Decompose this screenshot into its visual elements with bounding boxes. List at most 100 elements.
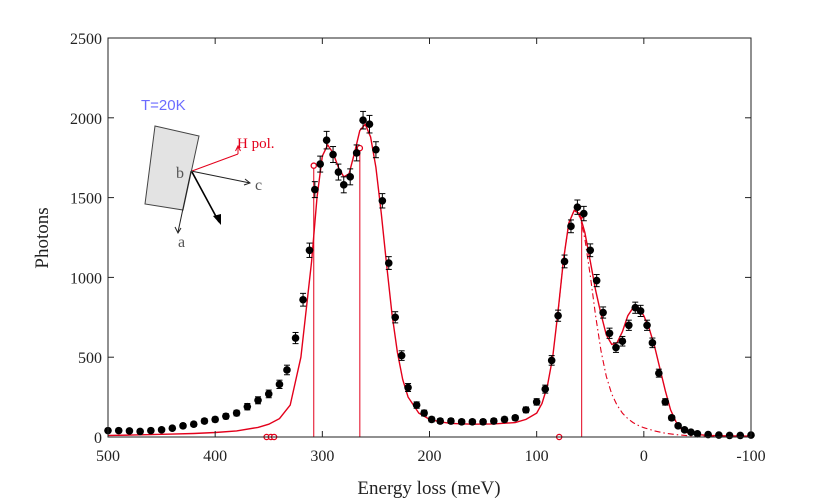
data-point: [674, 422, 682, 430]
data-point: [420, 409, 428, 417]
data-point: [243, 402, 252, 411]
x-tick-label: 300: [310, 448, 334, 465]
data-point: [200, 417, 209, 425]
x-tick-label: 100: [525, 448, 549, 465]
data-point: [680, 426, 689, 434]
data-point: [378, 196, 387, 205]
data-point: [457, 418, 466, 426]
data-point: [661, 398, 670, 406]
data-point: [667, 414, 676, 422]
data-point: [211, 415, 219, 424]
data-point: [125, 427, 134, 435]
data-point: [625, 321, 633, 330]
data-point: [179, 422, 187, 430]
data-point: [586, 246, 595, 255]
axis-c-arrowhead: [243, 178, 252, 186]
data-point: [447, 417, 455, 425]
data-point: [254, 396, 262, 405]
data-point: [114, 426, 123, 435]
data-point: [147, 426, 155, 435]
scattered-beam-arrowhead: [213, 214, 221, 225]
data-point: [264, 390, 273, 398]
data-point: [316, 160, 324, 168]
data-point: [311, 185, 319, 194]
data-point: [283, 366, 291, 374]
data-point: [334, 168, 343, 176]
data-point: [346, 173, 354, 181]
data-point: [168, 424, 177, 433]
y-tick-label: 0: [94, 430, 102, 447]
y-tick-label: 1500: [70, 191, 102, 208]
y-tick-label: 500: [78, 350, 102, 367]
x-tick-labels: 500 400 300 200 100 0 -100: [96, 448, 766, 465]
data-point: [687, 428, 695, 437]
data-point: [291, 334, 300, 342]
data-point: [339, 181, 348, 189]
axis-c-line: [190, 170, 251, 184]
data-point: [479, 418, 487, 426]
data-point: [500, 415, 509, 424]
axis-a-label: a: [178, 234, 185, 251]
data-point: [397, 351, 406, 360]
data-point: [522, 406, 530, 414]
y-tick-label: 2500: [70, 31, 102, 48]
data-point: [715, 431, 723, 439]
data-point: [725, 431, 734, 440]
data-point: [736, 431, 745, 440]
x-axis-title: Energy loss (meV): [357, 478, 500, 498]
scattered-beam: [191, 171, 220, 223]
data-point: [136, 427, 144, 436]
data-point: [372, 145, 380, 154]
data-point: [605, 329, 614, 338]
data-point: [541, 385, 550, 393]
x-tick-label: 500: [96, 448, 120, 465]
data-point: [490, 417, 498, 425]
data-point: [436, 417, 445, 425]
data-point: [580, 209, 588, 218]
data-point: [636, 307, 645, 315]
data-point: [189, 420, 198, 429]
axes: [107, 37, 752, 438]
y-tick-labels: 0 500 1000 1500 2000 2500: [70, 31, 102, 447]
x-tick-label: -100: [736, 448, 765, 465]
data-point: [329, 150, 337, 159]
data-point: [567, 222, 575, 231]
data-point: [305, 246, 314, 255]
data-point: [599, 308, 607, 317]
axis-a-arrowhead: [174, 226, 182, 235]
data-point: [412, 401, 421, 409]
data-point: [352, 149, 361, 157]
geometry-inset: T=20K H pol. b c a: [141, 97, 275, 251]
data-point: [554, 311, 562, 320]
data-point: [391, 313, 400, 322]
data-point: [648, 339, 657, 347]
data-point: [655, 369, 663, 377]
data-point: [299, 295, 307, 304]
peak-marker: [310, 162, 318, 169]
x-tick-label: 0: [640, 448, 648, 465]
data-point: [618, 337, 627, 346]
data-point: [322, 136, 331, 144]
pol-arrowhead: [235, 144, 241, 152]
data-point: [427, 415, 436, 424]
plot-frame: [107, 37, 752, 438]
data-point: [547, 356, 556, 365]
data-point: [573, 203, 582, 211]
temperature-label: T=20K: [141, 97, 186, 114]
x-tick-label: 400: [203, 448, 227, 465]
data-point: [404, 383, 412, 392]
data-point: [384, 259, 393, 267]
data-point: [275, 380, 284, 389]
data-point: [157, 426, 166, 434]
data-point: [222, 412, 230, 421]
y-tick-label: 1000: [70, 270, 102, 287]
x-tick-label: 200: [418, 448, 442, 465]
data-point: [511, 414, 520, 422]
data-point: [693, 430, 702, 438]
y-tick-label: 2000: [70, 111, 102, 128]
data-point: [592, 276, 601, 285]
data-point: [612, 343, 620, 352]
data-point: [232, 409, 241, 417]
pol-label: H pol.: [237, 136, 275, 152]
